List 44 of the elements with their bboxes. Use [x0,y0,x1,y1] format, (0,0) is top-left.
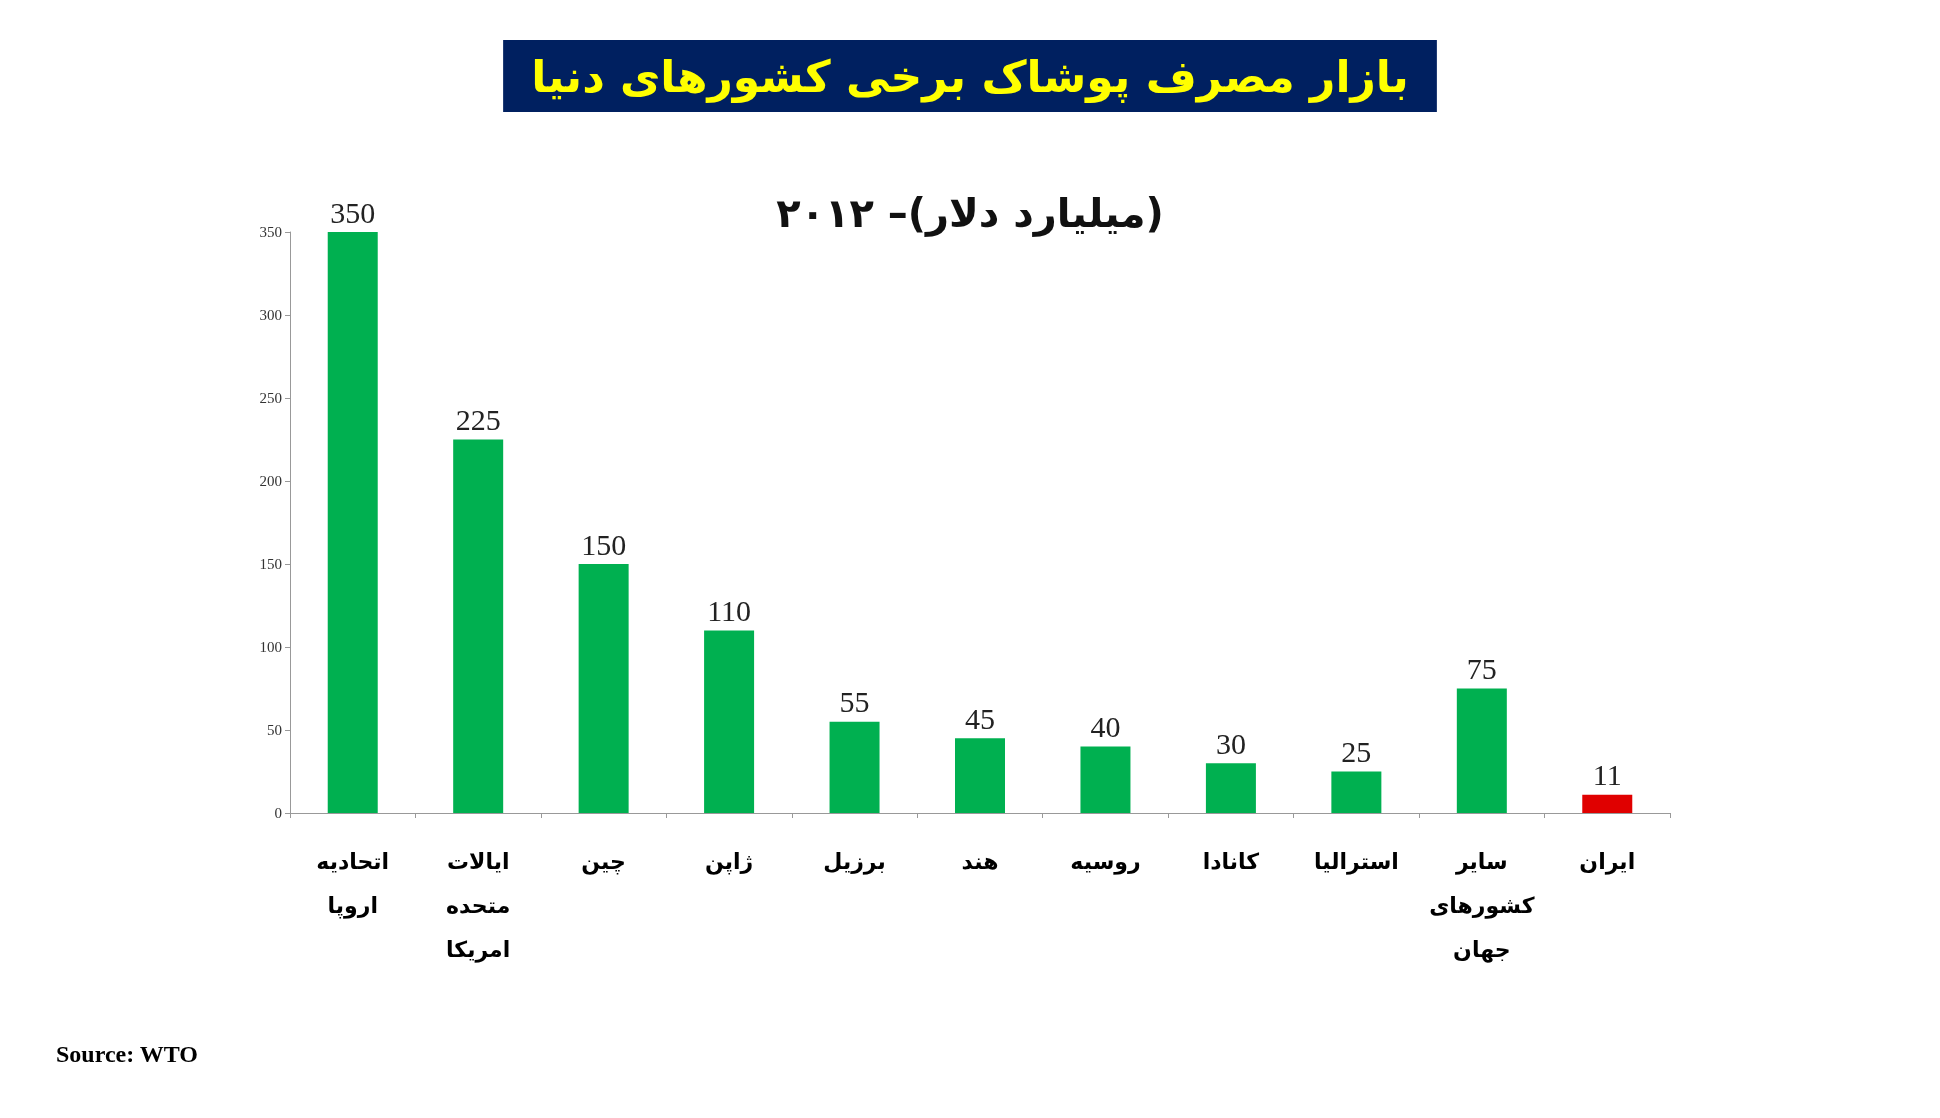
source-note: Source: WTO [56,1041,199,1067]
data-label: 40 [1090,710,1121,744]
bar [704,630,755,813]
y-tick-label: 0 [274,805,282,821]
bar [955,738,1005,813]
x-tick-label: روسیه [1070,848,1141,875]
data-label: 55 [839,685,870,719]
data-label: 45 [965,701,995,735]
data-label: 150 [581,527,627,561]
x-tick-label: کانادا [1202,848,1260,874]
bar [1205,763,1256,813]
x-tick-label: استرالیا [1313,848,1399,875]
bar [1331,771,1382,813]
data-label: 75 [1466,652,1497,685]
data-label: 225 [455,403,501,436]
y-tick-label: 150 [259,556,282,572]
chart-subtitle: (میلیارد دلار)– ۲۰۱۲ [776,190,1164,237]
bar [1456,688,1507,813]
bar [453,439,504,813]
data-label: 30 [1215,726,1246,760]
x-tick-label: برزیل [823,848,886,875]
x-tick-label: سایر کشورهای جهان [1429,848,1535,963]
y-tick-label: 300 [259,307,282,323]
bar [327,232,378,813]
data-label: 350 [330,195,376,229]
bar [1080,746,1131,813]
y-tick-label: 200 [259,473,282,489]
y-tick-label: 350 [259,224,282,240]
x-tick-label: ایران [1579,848,1636,875]
data-label: 25 [1341,735,1372,768]
x-tick-label: هند [961,848,999,874]
x-tick-label: اتحادیه اروپا [316,848,390,919]
y-tick-label: 50 [267,722,282,738]
chart-title: بازار مصرف پوشاک برخی کشورهای دنیا [531,50,1409,103]
x-tick-label: ژاپن [704,848,754,875]
x-tick-label: چین [581,848,626,875]
data-label: 110 [707,593,752,627]
y-tick-label: 250 [259,390,282,406]
x-tick-label: ایالات متحده امریکا [446,848,511,963]
bar [1582,794,1633,813]
y-tick-label: 100 [259,639,282,655]
bar [829,721,880,813]
bar [578,564,629,813]
data-label: 11 [1592,758,1622,792]
